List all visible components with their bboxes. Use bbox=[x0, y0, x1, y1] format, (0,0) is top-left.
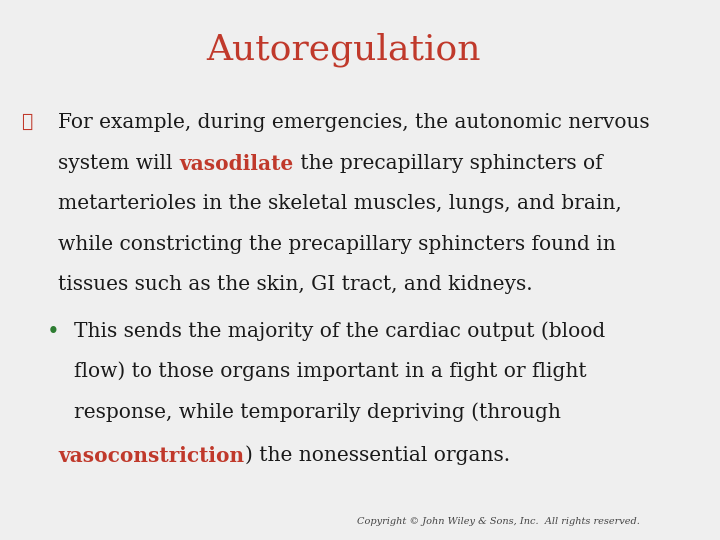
Text: Autoregulation: Autoregulation bbox=[207, 32, 481, 67]
Text: Copyright © John Wiley & Sons, Inc.  All rights reserved.: Copyright © John Wiley & Sons, Inc. All … bbox=[356, 517, 639, 526]
Text: ) the nonessential organs.: ) the nonessential organs. bbox=[245, 446, 510, 465]
Text: •: • bbox=[47, 321, 60, 343]
Text: ❖: ❖ bbox=[21, 113, 32, 131]
Text: while constricting the precapillary sphincters found in: while constricting the precapillary sphi… bbox=[58, 235, 616, 254]
Text: vasoconstriction: vasoconstriction bbox=[58, 446, 245, 465]
Text: system will: system will bbox=[58, 154, 179, 173]
Text: metarterioles in the skeletal muscles, lungs, and brain,: metarterioles in the skeletal muscles, l… bbox=[58, 194, 622, 213]
Text: response, while temporarily depriving (through: response, while temporarily depriving (t… bbox=[74, 402, 561, 422]
Text: vasodilate: vasodilate bbox=[179, 154, 294, 174]
Text: the precapillary sphincters of: the precapillary sphincters of bbox=[294, 154, 602, 173]
Text: For example, during emergencies, the autonomic nervous: For example, during emergencies, the aut… bbox=[58, 113, 650, 132]
Text: tissues such as the skin, GI tract, and kidneys.: tissues such as the skin, GI tract, and … bbox=[58, 275, 533, 294]
Text: This sends the majority of the cardiac output (blood: This sends the majority of the cardiac o… bbox=[74, 321, 606, 341]
Text: flow) to those organs important in a fight or flight: flow) to those organs important in a fig… bbox=[74, 362, 587, 381]
